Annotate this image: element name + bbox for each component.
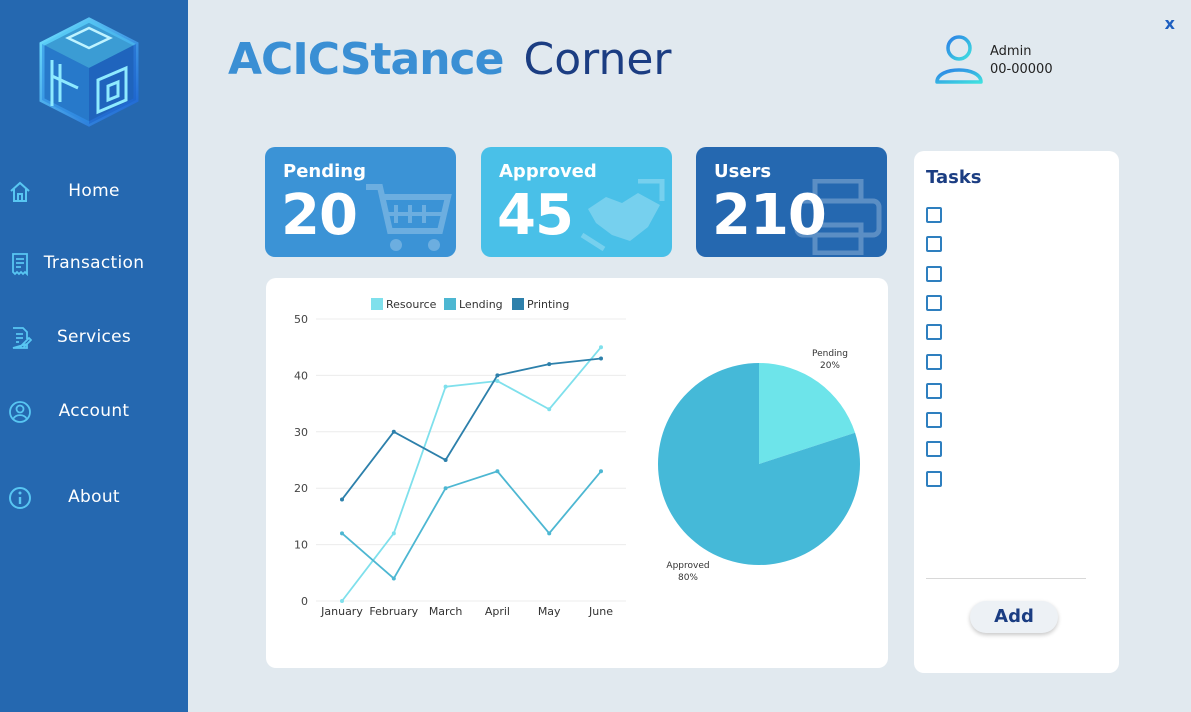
task-checkbox[interactable] [926,324,942,341]
y-tick-label: 10 [294,539,308,552]
stat-value: 210 [712,183,827,248]
legend-label: Resource [386,298,437,311]
data-point [391,531,396,536]
task-checkbox[interactable] [926,207,942,223]
page-subtitle: Corner [523,34,672,85]
y-tick-label: 20 [294,482,308,495]
tasks-title: Tasks [926,167,982,188]
data-point [547,362,552,367]
pie-slice-approved [658,363,860,565]
legend-label: Printing [527,298,569,311]
stat-label: Pending [283,161,366,182]
pie-percent: 20% [820,361,840,371]
chart-panel: 0 10 20 30 40 50 January February March April May J… [266,278,888,668]
page-title: ACICStance Corner [228,34,672,85]
home-icon [10,181,30,202]
task-checkbox[interactable] [926,470,942,487]
stat-label: Approved [499,161,597,182]
task-checkbox[interactable] [926,236,942,253]
task-checkbox[interactable] [926,353,942,370]
x-tick-label: April [485,605,510,618]
pie-percent: 80% [678,573,698,583]
series-line-lending [341,470,602,580]
sidebar-item-about[interactable]: About [0,478,188,518]
data-point [599,356,603,361]
x-tick-label: February [369,605,418,618]
stat-value: 45 [497,183,574,248]
x-tick-label: January [320,605,363,618]
stat-card-users[interactable]: Users 210 [696,147,887,257]
user-id: 00-00000 [990,62,1053,77]
stat-label: Users [714,161,772,182]
handshake-icon [580,179,665,252]
sidebar: Home Transaction Services Account About [0,0,188,712]
pie-label: Pending [812,349,848,359]
data-point [495,469,500,474]
data-point [340,599,344,603]
data-point [340,497,344,502]
data-point [495,379,500,384]
x-tick-label: May [538,605,561,618]
sidebar-item-home[interactable]: Home [0,172,188,212]
data-point [599,469,603,474]
sidebar-item-account[interactable]: Account [0,392,188,432]
legend-swatch [444,298,456,310]
sidebar-item-label: Home [68,181,120,201]
sidebar-item-services[interactable]: Services [0,318,188,358]
stat-card-approved[interactable]: Approved 45 [481,147,672,257]
stat-value: 20 [281,183,358,248]
sidebar-item-transaction[interactable]: Transaction [0,244,188,284]
stat-card-pending[interactable]: Pending 20 [265,147,456,257]
x-tick-label: March [429,605,463,618]
pie-label: Approved [666,561,709,571]
close-button[interactable]: x [1164,14,1175,33]
y-tick-label: 40 [294,369,308,382]
data-point [443,486,448,491]
task-checkbox[interactable] [926,382,942,399]
add-task-button[interactable]: Add [970,601,1058,633]
data-point [391,576,396,581]
data-point [495,373,500,378]
tasks-divider [926,578,1086,579]
pie-slice-pending [759,363,856,464]
legend-swatch [512,298,524,310]
y-tick-label: 0 [301,595,308,608]
series-line-resource [341,346,602,602]
task-checkbox[interactable] [926,412,942,429]
document-edit-icon [12,327,32,349]
data-point [443,384,448,389]
sidebar-item-label: About [68,487,120,507]
data-point [547,531,552,536]
data-point [443,458,448,462]
sidebar-item-label: Transaction [43,253,145,273]
app-logo [39,17,139,127]
series-line-printing [341,357,602,501]
brand-name: ACICStance [228,34,504,85]
task-checkbox[interactable] [926,265,942,282]
y-tick-label: 30 [294,426,308,439]
user-profile[interactable]: Admin 00-00000 [932,32,1092,88]
data-point [599,345,603,350]
user-role: Admin [990,44,1032,59]
sidebar-item-label: Services [56,327,132,347]
printer-icon [794,179,882,255]
user-avatar-icon [935,35,983,84]
legend-swatch [371,298,383,310]
receipt-icon [12,253,28,276]
cart-icon [366,184,452,251]
y-tick-label: 50 [294,313,308,326]
data-point [547,407,552,412]
tasks-panel: Tasks Add [914,151,1119,673]
user-circle-icon [9,401,31,423]
legend-label: Lending [459,298,503,311]
data-point [340,531,344,536]
data-point [391,429,396,434]
task-checkbox[interactable] [926,441,942,458]
info-icon [9,487,31,509]
sidebar-item-label: Account [58,401,130,421]
charts-canvas: 0 10 20 30 40 50 January February March April May J… [294,298,860,618]
task-checkbox[interactable] [926,294,942,311]
x-tick-label: June [588,605,613,618]
